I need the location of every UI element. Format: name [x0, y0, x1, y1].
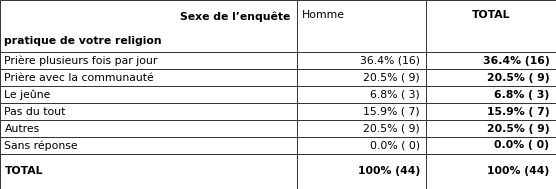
Text: Sexe de l’enquête: Sexe de l’enquête [180, 11, 291, 22]
Text: 20.5% ( 9): 20.5% ( 9) [363, 73, 420, 83]
Text: Le jeûne: Le jeûne [4, 89, 51, 100]
Bar [297, 69, 426, 86]
Bar [297, 154, 426, 189]
Bar [297, 52, 426, 69]
Bar [426, 69, 556, 86]
Text: 36.4% (16): 36.4% (16) [360, 56, 420, 66]
Text: Sans réponse: Sans réponse [4, 140, 78, 151]
Bar [426, 52, 556, 69]
Text: 100% (44): 100% (44) [487, 167, 549, 177]
Bar [0, 137, 297, 154]
Text: Autres: Autres [4, 123, 39, 133]
Text: TOTAL: TOTAL [4, 167, 43, 177]
Bar [426, 86, 556, 103]
Bar [0, 120, 297, 137]
Bar [0, 0, 297, 52]
Text: 0.0% ( 0): 0.0% ( 0) [370, 140, 420, 150]
Text: 20.5% ( 9): 20.5% ( 9) [363, 123, 420, 133]
Text: 20.5% ( 9): 20.5% ( 9) [486, 123, 549, 133]
Bar [426, 120, 556, 137]
Text: TOTAL: TOTAL [472, 10, 510, 19]
Bar [0, 103, 297, 120]
Bar [0, 52, 297, 69]
Text: 6.8% ( 3): 6.8% ( 3) [494, 90, 549, 99]
Text: pratique de votre religion: pratique de votre religion [4, 36, 162, 46]
Text: Prière plusieurs fois par jour: Prière plusieurs fois par jour [4, 55, 158, 66]
Text: 20.5% ( 9): 20.5% ( 9) [486, 73, 549, 83]
Bar [426, 0, 556, 52]
Bar [426, 154, 556, 189]
Text: 15.9% ( 7): 15.9% ( 7) [363, 106, 420, 116]
Bar [426, 137, 556, 154]
Bar [0, 69, 297, 86]
Bar [297, 0, 426, 52]
Text: 36.4% (16): 36.4% (16) [483, 56, 549, 66]
Text: 100% (44): 100% (44) [358, 167, 420, 177]
Text: Pas du tout: Pas du tout [4, 106, 66, 116]
Bar [426, 103, 556, 120]
Bar [0, 86, 297, 103]
Bar [297, 86, 426, 103]
Bar [297, 120, 426, 137]
Text: 6.8% ( 3): 6.8% ( 3) [370, 90, 420, 99]
Text: 15.9% ( 7): 15.9% ( 7) [486, 106, 549, 116]
Bar [297, 103, 426, 120]
Bar [297, 137, 426, 154]
Text: Prière avec la communauté: Prière avec la communauté [4, 73, 154, 83]
Text: Homme: Homme [302, 10, 345, 19]
Bar [0, 154, 297, 189]
Text: 0.0% ( 0): 0.0% ( 0) [494, 140, 549, 150]
